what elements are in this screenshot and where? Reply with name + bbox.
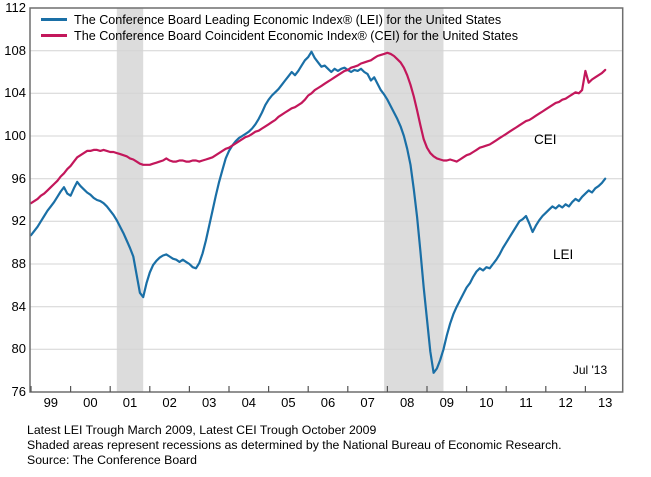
x-axis-label: 11	[519, 395, 533, 410]
x-axis-label: 08	[399, 395, 415, 410]
y-axis-label: 84	[11, 298, 26, 314]
recession-band	[384, 8, 444, 392]
y-axis-label: 104	[4, 85, 26, 101]
x-axis-label: 04	[241, 395, 257, 410]
recession-band	[116, 8, 144, 392]
x-axis-label: 07	[360, 395, 375, 410]
x-axis-label: 05	[281, 395, 296, 410]
cei-line-swatch	[41, 34, 67, 37]
source-note: Source: The Conference Board	[27, 453, 197, 468]
y-axis-label: 80	[11, 341, 26, 357]
legend-label-lei: The Conference Board Leading Economic In…	[74, 12, 502, 27]
x-axis-label: 09	[439, 395, 455, 410]
series-line-cei	[29, 51, 607, 205]
x-axis-label: 13	[597, 395, 613, 410]
legend-item-lei: The Conference Board Leading Economic In…	[41, 12, 518, 27]
legend-item-cei: The Conference Board Coincident Economic…	[41, 28, 518, 43]
x-axis-label: 03	[201, 395, 217, 410]
trough-note: Latest LEI Trough March 2009, Latest CEI…	[27, 423, 377, 437]
y-axis-label: 100	[4, 128, 26, 143]
x-axis-label: 99	[43, 395, 59, 410]
x-axis-label: 00	[83, 395, 98, 410]
plot-border	[29, 7, 624, 393]
recession-note: Shaded areas represent recessions as det…	[27, 438, 562, 453]
lei-series-annotation: LEI	[553, 247, 574, 262]
x-axis-label: 01	[122, 395, 138, 410]
chart-footnotes: Latest LEI Trough March 2009, Latest CEI…	[27, 423, 562, 469]
x-axis: 99 00 01 02 03 04 05 06 07 08 09 10 11 12 13	[0, 395, 651, 413]
series-line-lei	[29, 50, 607, 374]
x-axis-label: 12	[558, 395, 573, 410]
y-axis-label: 88	[11, 256, 26, 271]
x-axis-label: 06	[320, 395, 336, 410]
y-axis-label: 96	[11, 170, 26, 186]
lei-line-swatch	[41, 18, 67, 21]
x-axis-label: 10	[479, 395, 494, 410]
y-axis-label: 76	[11, 384, 26, 399]
x-axis-label: 02	[162, 395, 177, 410]
y-axis: 76 80 84 88 92 96 100 104 108 112	[0, 0, 26, 400]
y-axis-label: 108	[4, 42, 26, 58]
y-axis-label: 92	[11, 213, 26, 229]
cei-series-annotation: CEI	[534, 132, 557, 147]
legend: The Conference Board Leading Economic In…	[41, 12, 518, 44]
y-axis-label: 112	[5, 0, 26, 15]
last-data-point-label: Jul '13	[572, 363, 608, 377]
legend-label-cei: The Conference Board Coincident Economic…	[74, 28, 518, 43]
